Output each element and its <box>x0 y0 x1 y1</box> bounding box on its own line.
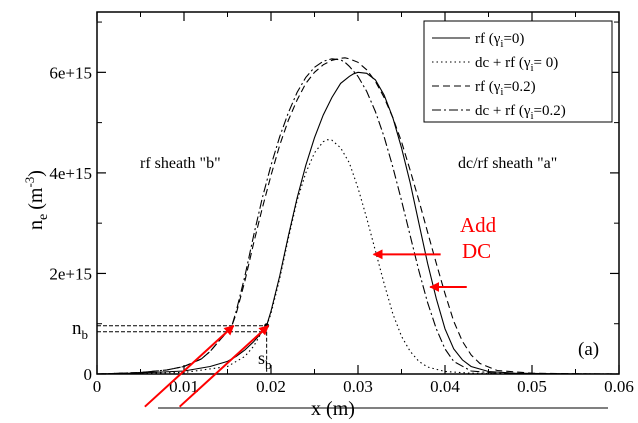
y-axis-label: ne(m-3) <box>22 170 51 230</box>
red-arrows <box>144 249 467 408</box>
sheath-arrow <box>178 324 270 408</box>
y-tick-label: 6e+15 <box>49 63 92 82</box>
x-tick-label: 0.04 <box>430 377 460 396</box>
x-axis-label: x (m) <box>311 398 355 420</box>
x-tick-label: 0.06 <box>604 377 634 396</box>
legend-label: rf (γi=0.2) <box>475 79 536 98</box>
x-tick-label: 0.05 <box>517 377 547 396</box>
annotation-sheath-b: rf sheath "b" <box>140 155 221 172</box>
annotation-sheath-a: dc/rf sheath "a" <box>458 155 557 172</box>
sb-label: sb <box>258 348 272 372</box>
panel-label: (a) <box>578 339 599 360</box>
x-tick-label: 0.01 <box>169 377 199 396</box>
y-tick-label: 4e+15 <box>49 164 92 183</box>
annotation-dc: DC <box>462 239 491 263</box>
legend-label: dc + rf (γi=0.2) <box>475 103 566 122</box>
x-tick-label: 0 <box>93 377 102 396</box>
x-tick-label: 0.02 <box>256 377 286 396</box>
legend-label: dc + rf (γi= 0) <box>475 55 558 74</box>
series-line-2 <box>97 139 619 374</box>
axis-ticks: 0 0.01 0.02 0.03 0.04 0.05 0.06 0 2e+15 4e+15 6e+1… <box>49 12 634 396</box>
y-tick-label: 0 <box>84 365 93 384</box>
x-tick-label: 0.03 <box>343 377 373 396</box>
nb-label: nb <box>72 318 88 342</box>
series-line-1 <box>97 71 619 374</box>
legend: rf (γi=0) dc + rf (γi= 0) rf (γi=0.2) dc + … <box>423 20 613 123</box>
sheath-arrow <box>144 324 235 408</box>
annotation-add: Add <box>460 213 497 237</box>
legend-label: rf (γi=0) <box>475 31 524 50</box>
y-tick-label: 2e+15 <box>49 264 92 283</box>
